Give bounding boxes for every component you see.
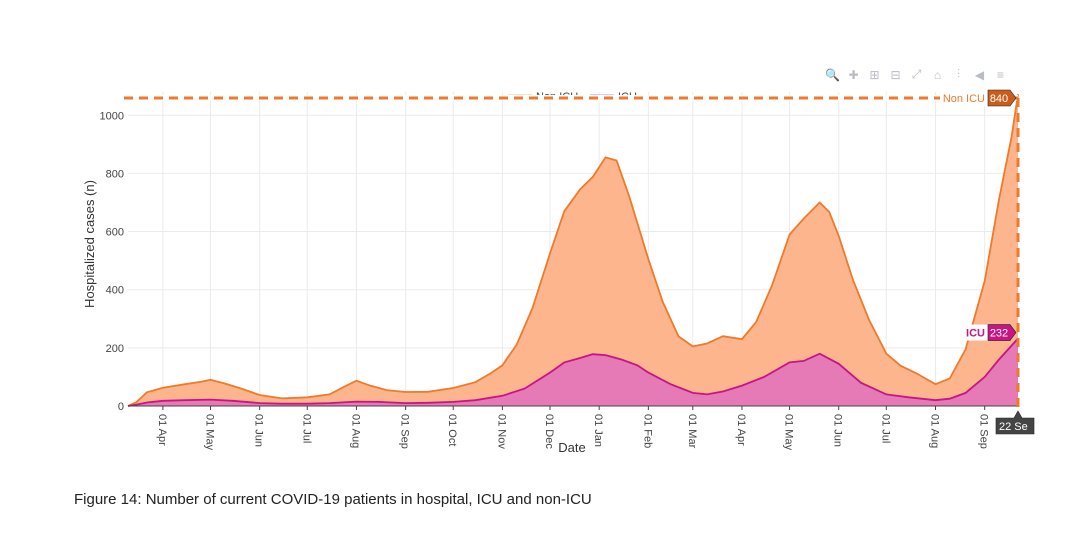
- hospitalization-chart[interactable]: 0 200 400 600 800 1000 01 Apr 01 May 01 Jun 01 J…: [0, 0, 1070, 480]
- y-tick-label: 1000: [100, 110, 124, 122]
- y-tick-label: 600: [106, 227, 124, 239]
- non-icu-area: [128, 94, 1018, 407]
- icu-line: [127, 337, 1019, 407]
- x-tick-label: 01 Jun: [832, 414, 844, 447]
- hover-value: 840: [990, 93, 1008, 105]
- x-tick-label: 01 Mar: [686, 414, 698, 449]
- spike-lines-icon[interactable]: ⫶: [956, 67, 960, 81]
- x-tick-label: 01 Jul: [300, 414, 312, 443]
- x-tick-label: 01 Apr: [735, 414, 747, 446]
- hover-series-name: Non ICU: [943, 93, 985, 105]
- hover-date-box: [995, 410, 1035, 435]
- x-tick-label: 01 Jul: [879, 414, 891, 443]
- figure-caption: Figure 14: Number of current COVID-19 pa…: [74, 491, 592, 508]
- hover-compare-icon[interactable]: ≡: [996, 67, 1004, 82]
- hover-series-name: ICU: [966, 328, 985, 340]
- hover-name-bg: [940, 90, 988, 106]
- x-tick-label: 01 Nov: [495, 414, 507, 449]
- x-tick-label: 01 Sep: [399, 414, 411, 449]
- spike-backdrop: [124, 95, 1018, 101]
- x-tick-label: 01 Aug: [349, 414, 361, 448]
- pan-icon[interactable]: ✚: [848, 67, 859, 82]
- x-tick-label: 01 May: [783, 414, 795, 451]
- zoom-in-icon[interactable]: ⊞: [869, 67, 880, 82]
- x-axis-label: Date: [558, 440, 585, 455]
- hover-value-box: [987, 324, 1017, 341]
- autoscale-icon[interactable]: ⤢: [911, 67, 922, 81]
- x-axis-ticks: 01 Apr 01 May 01 Jun 01 Jul 01 Aug 01 Sep 01 O…: [156, 406, 990, 451]
- x-tick-label: 01 Dec: [543, 414, 555, 449]
- x-tick-label: 01 Oct: [446, 414, 458, 446]
- zoom-out-icon[interactable]: ⊟: [890, 67, 901, 82]
- gridlines: [128, 92, 1018, 407]
- y-tick-label: 800: [106, 168, 124, 180]
- hover-closest-icon[interactable]: ◀: [974, 67, 985, 82]
- hover-date-text: 22 Se: [999, 421, 1028, 433]
- hover-overlay: Non ICU 840 ICU 232 22 Se: [124, 89, 1035, 435]
- home-icon[interactable]: ⌂: [933, 67, 942, 82]
- x-tick-label: 01 Feb: [641, 414, 653, 448]
- y-axis-ticks: 0 200 400 600 800 1000: [100, 110, 124, 413]
- hover-value-box: [987, 89, 1017, 107]
- x-tick-label: 01 May: [203, 414, 215, 451]
- x-tick-label: 01 Sep: [978, 414, 990, 449]
- hover-date-label: 22 Se: [995, 410, 1035, 435]
- zoom-icon[interactable]: 🔍: [825, 67, 840, 82]
- icu-area: [128, 338, 1018, 406]
- icu-hover-label: ICU 232: [962, 324, 1017, 341]
- y-axis-label: Hospitalized cases (n): [82, 180, 97, 308]
- y-tick-label: 0: [118, 401, 124, 413]
- y-tick-label: 400: [106, 285, 124, 297]
- x-tick-label: 01 Jan: [592, 414, 604, 447]
- x-tick-label: 01 Aug: [929, 414, 941, 448]
- modebar: 🔍 ✚ ⊞ ⊟ ⤢ ⌂ ⫶ ◀ ≡: [824, 66, 1009, 83]
- non-icu-line: [127, 94, 1019, 407]
- chart-svg[interactable]: 0 200 400 600 800 1000 01 Apr 01 May 01 Jun 01 J…: [0, 0, 1070, 480]
- x-tick-label: 01 Apr: [156, 414, 168, 446]
- x-tick-label: 01 Jun: [253, 414, 265, 447]
- area-series: [127, 94, 1019, 407]
- hover-name-bg: [962, 324, 988, 341]
- non-icu-hover-label: Non ICU 840: [940, 89, 1017, 107]
- hover-value: 232: [990, 328, 1008, 340]
- y-tick-label: 200: [106, 343, 124, 355]
